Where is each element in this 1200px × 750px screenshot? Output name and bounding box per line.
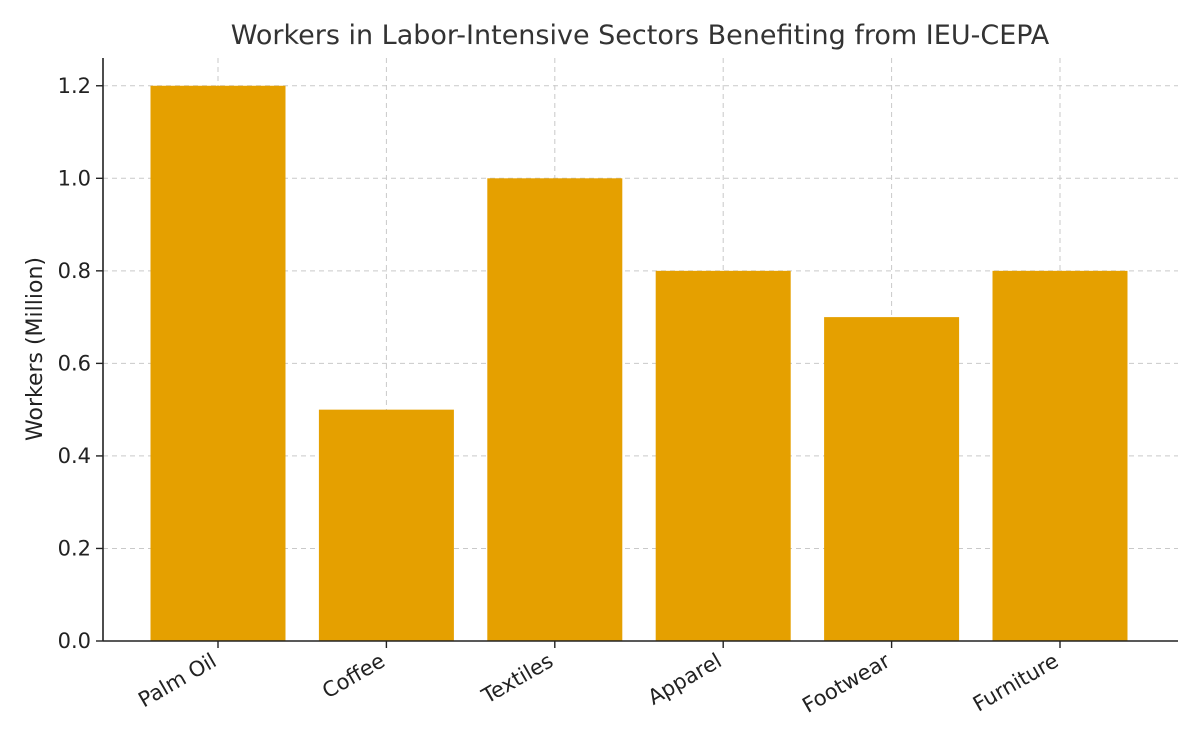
bar-apparel [655, 270, 791, 641]
bar-textiles [487, 178, 623, 642]
bar-coffee [318, 409, 454, 641]
x-tick-label: Apparel [644, 649, 726, 710]
x-tick-label: Palm Oil [134, 649, 220, 713]
y-tick-label: 0.8 [58, 259, 91, 283]
y-tick-label: 0.2 [58, 536, 91, 560]
bar-palm-oil [150, 85, 286, 641]
chart-title: Workers in Labor-Intensive Sectors Benef… [231, 20, 1050, 51]
y-tick-label: 1.2 [58, 74, 91, 98]
y-axis-title: Workers (Million) [23, 257, 48, 441]
x-tick-label: Furniture [969, 649, 1063, 717]
y-tick-label: 1.0 [58, 166, 91, 190]
y-tick-label: 0.4 [58, 444, 91, 468]
y-tick-label: 0.6 [58, 351, 91, 375]
bar-furniture [992, 270, 1128, 641]
bars [150, 85, 1128, 642]
x-tick-label: Footwear [798, 648, 894, 717]
x-ticks: Palm Oil Coffee Textiles Apparel Footwear Fur… [134, 641, 1063, 718]
axes [102, 58, 1178, 642]
y-ticks: 0.0 0.2 0.4 0.6 0.8 1.0 1.2 [58, 74, 103, 653]
x-tick-label: Textiles [477, 649, 557, 709]
y-tick-label: 0.0 [58, 629, 91, 653]
bar-footwear [824, 317, 960, 641]
x-tick-label: Coffee [318, 649, 389, 704]
